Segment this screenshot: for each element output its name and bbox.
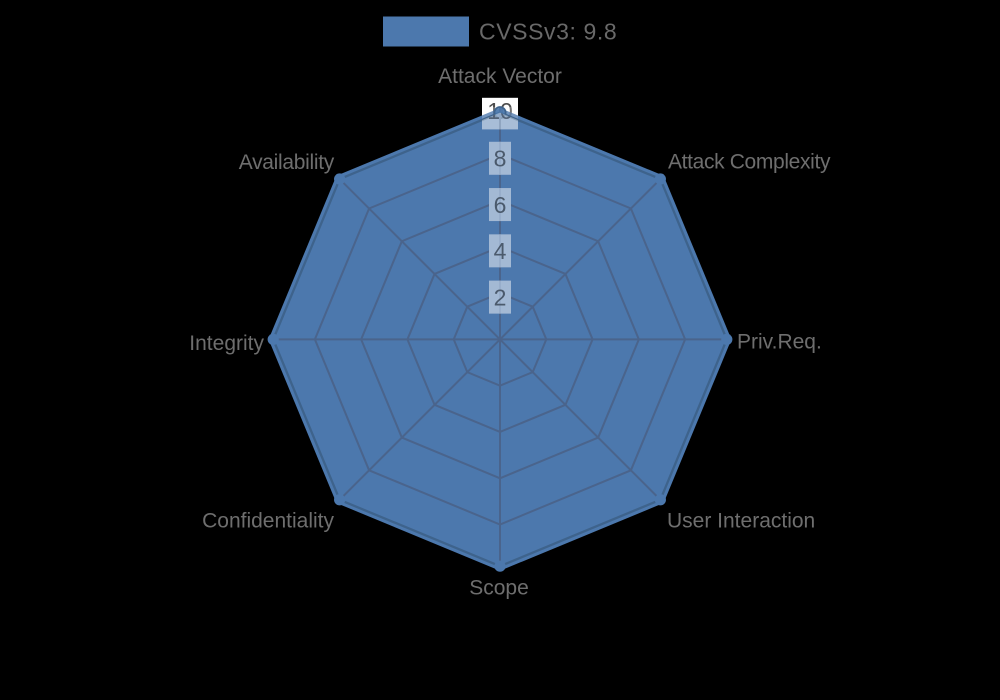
svg-text:User Interaction: User Interaction xyxy=(667,509,815,532)
svg-text:Attack Vector: Attack Vector xyxy=(438,65,562,88)
svg-text:8: 8 xyxy=(494,145,507,171)
svg-text:CVSSv3: 9.8: CVSSv3: 9.8 xyxy=(479,18,617,44)
svg-text:Integrity: Integrity xyxy=(189,332,264,355)
svg-text:6: 6 xyxy=(494,192,507,218)
svg-text:Availability: Availability xyxy=(239,151,335,174)
svg-text:Confidentiality: Confidentiality xyxy=(202,509,334,532)
svg-text:Attack Complexity: Attack Complexity xyxy=(668,151,831,174)
svg-text:Priv.Req.: Priv.Req. xyxy=(737,331,822,354)
svg-text:4: 4 xyxy=(494,238,507,264)
svg-text:Scope: Scope xyxy=(469,577,529,600)
svg-text:2: 2 xyxy=(494,284,507,310)
